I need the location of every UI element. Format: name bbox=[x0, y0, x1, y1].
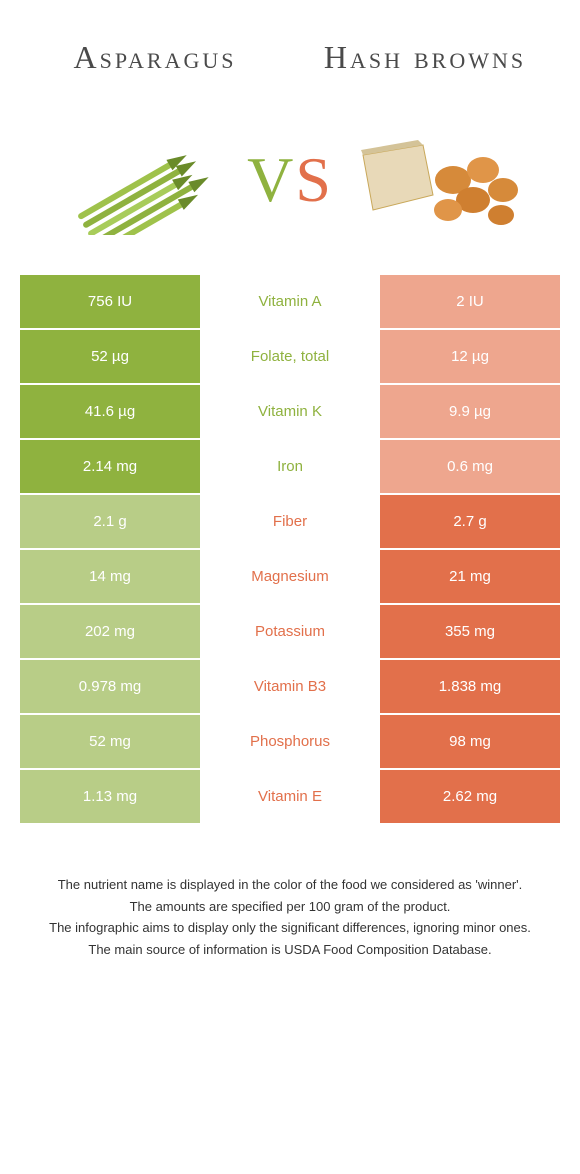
cell-left-value: 52 mg bbox=[20, 715, 200, 768]
nutrient-label: Vitamin K bbox=[200, 385, 380, 438]
vs-v: V bbox=[247, 144, 295, 215]
nutrient-label: Vitamin A bbox=[200, 275, 380, 328]
images-row: VS bbox=[0, 105, 580, 275]
nutrient-label: Phosphorus bbox=[200, 715, 380, 768]
cell-right-value: 0.6 mg bbox=[380, 440, 560, 493]
table-row: 52 mgPhosphorus98 mg bbox=[20, 715, 560, 770]
cell-right-value: 21 mg bbox=[380, 550, 560, 603]
cell-right-value: 98 mg bbox=[380, 715, 560, 768]
table-row: 52 µgFolate, total12 µg bbox=[20, 330, 560, 385]
footnote-line: The main source of information is USDA F… bbox=[40, 940, 540, 960]
hashbrowns-image bbox=[353, 125, 523, 235]
cell-right-value: 9.9 µg bbox=[380, 385, 560, 438]
nutrient-label: Potassium bbox=[200, 605, 380, 658]
table-row: 2.1 gFiber2.7 g bbox=[20, 495, 560, 550]
nutrient-label: Vitamin B3 bbox=[200, 660, 380, 713]
footnote-line: The infographic aims to display only the… bbox=[40, 918, 540, 938]
cell-right-value: 2.62 mg bbox=[380, 770, 560, 823]
footnote-line: The nutrient name is displayed in the co… bbox=[40, 875, 540, 895]
footnote-line: The amounts are specified per 100 gram o… bbox=[40, 897, 540, 917]
nutrient-label: Vitamin E bbox=[200, 770, 380, 823]
cell-left-value: 756 IU bbox=[20, 275, 200, 328]
title-right: Hash browns bbox=[290, 40, 560, 75]
table-row: 756 IUVitamin A2 IU bbox=[20, 275, 560, 330]
nutrient-label: Fiber bbox=[200, 495, 380, 548]
cell-right-value: 2.7 g bbox=[380, 495, 560, 548]
cell-left-value: 14 mg bbox=[20, 550, 200, 603]
cell-left-value: 41.6 µg bbox=[20, 385, 200, 438]
footnotes: The nutrient name is displayed in the co… bbox=[0, 825, 580, 981]
cell-left-value: 0.978 mg bbox=[20, 660, 200, 713]
cell-left-value: 202 mg bbox=[20, 605, 200, 658]
table-row: 202 mgPotassium355 mg bbox=[20, 605, 560, 660]
vs-label: VS bbox=[247, 143, 333, 217]
table-row: 0.978 mgVitamin B31.838 mg bbox=[20, 660, 560, 715]
cell-right-value: 355 mg bbox=[380, 605, 560, 658]
title-left: Asparagus bbox=[20, 40, 290, 75]
table-row: 41.6 µgVitamin K9.9 µg bbox=[20, 385, 560, 440]
vs-s: S bbox=[295, 144, 333, 215]
table-row: 14 mgMagnesium21 mg bbox=[20, 550, 560, 605]
cell-left-value: 1.13 mg bbox=[20, 770, 200, 823]
nutrient-label: Iron bbox=[200, 440, 380, 493]
cell-right-value: 2 IU bbox=[380, 275, 560, 328]
table-row: 2.14 mgIron0.6 mg bbox=[20, 440, 560, 495]
nutrient-table: 756 IUVitamin A2 IU52 µgFolate, total12 … bbox=[0, 275, 580, 825]
cell-right-value: 12 µg bbox=[380, 330, 560, 383]
cell-left-value: 2.14 mg bbox=[20, 440, 200, 493]
header: Asparagus Hash browns bbox=[0, 0, 580, 105]
asparagus-image bbox=[57, 125, 227, 235]
table-row: 1.13 mgVitamin E2.62 mg bbox=[20, 770, 560, 825]
cell-left-value: 52 µg bbox=[20, 330, 200, 383]
cell-right-value: 1.838 mg bbox=[380, 660, 560, 713]
nutrient-label: Folate, total bbox=[200, 330, 380, 383]
nutrient-label: Magnesium bbox=[200, 550, 380, 603]
cell-left-value: 2.1 g bbox=[20, 495, 200, 548]
